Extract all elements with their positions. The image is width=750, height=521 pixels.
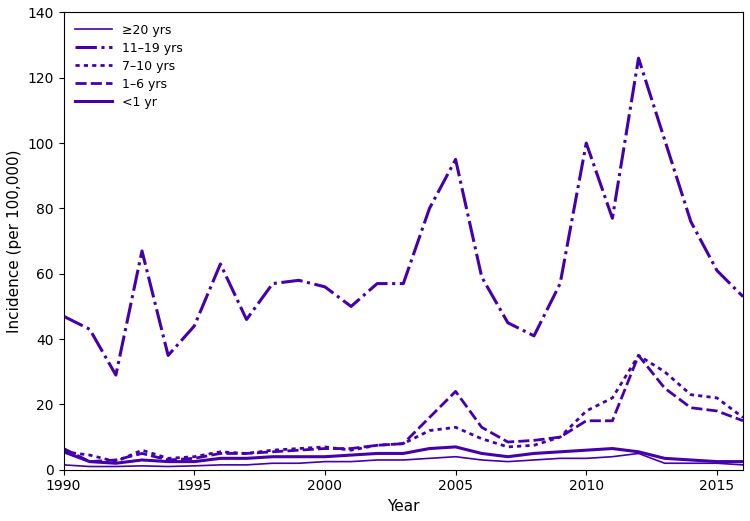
X-axis label: Year: Year [387, 499, 419, 514]
Y-axis label: Incidence (per 100,000): Incidence (per 100,000) [7, 150, 22, 333]
Legend: ≥20 yrs, 11–19 yrs, 7–10 yrs, 1–6 yrs, <1 yr: ≥20 yrs, 11–19 yrs, 7–10 yrs, 1–6 yrs, <… [70, 19, 188, 114]
